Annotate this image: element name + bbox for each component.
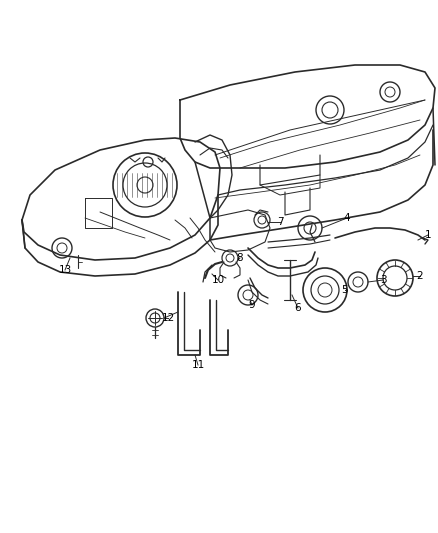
Text: 7: 7	[277, 217, 283, 227]
Text: 5: 5	[342, 285, 348, 295]
Text: 4: 4	[344, 213, 350, 223]
Text: 10: 10	[212, 275, 225, 285]
Text: 6: 6	[295, 303, 301, 313]
Text: 1: 1	[425, 230, 431, 240]
Text: 13: 13	[58, 265, 72, 275]
Text: 9: 9	[249, 300, 255, 310]
Text: 3: 3	[380, 275, 386, 285]
Text: 2: 2	[417, 271, 423, 281]
Text: 11: 11	[191, 360, 205, 370]
Text: 8: 8	[237, 253, 244, 263]
Text: 12: 12	[161, 313, 175, 323]
